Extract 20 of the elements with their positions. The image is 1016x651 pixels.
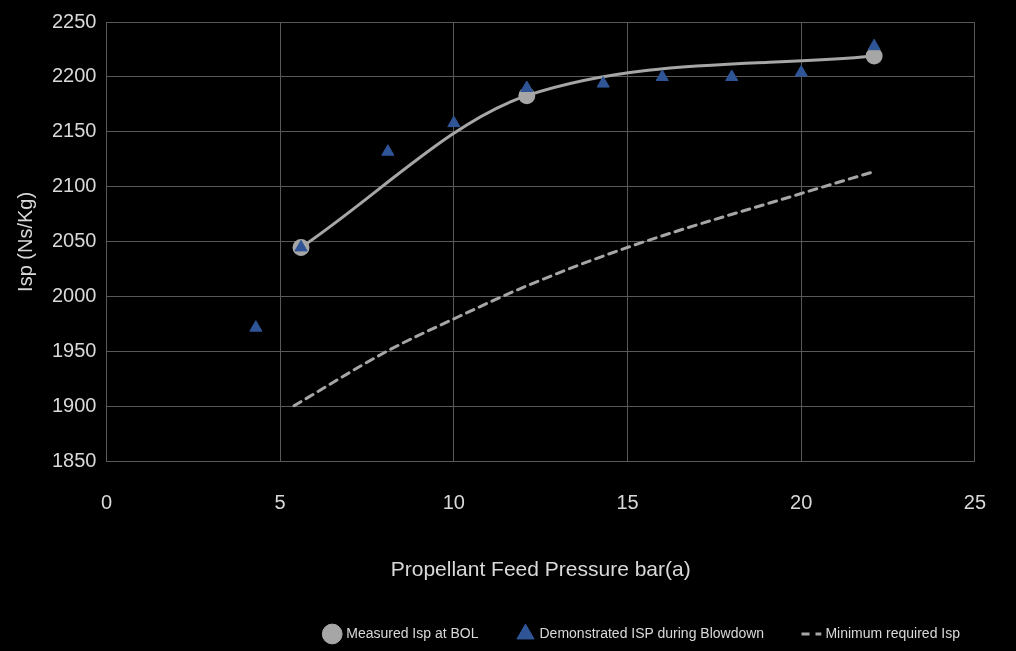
x-tick-label: 10 bbox=[442, 491, 465, 514]
y-tick-label: 1900 bbox=[51, 394, 97, 417]
legend-label: Minimum required Isp bbox=[825, 624, 961, 641]
y-tick-label: 2250 bbox=[51, 9, 97, 32]
y-tick-label: 2150 bbox=[51, 119, 97, 142]
y-tick-label: 2200 bbox=[51, 64, 97, 87]
x-tick-label: 20 bbox=[790, 491, 813, 514]
y-tick-label: 1950 bbox=[51, 339, 97, 362]
y-tick-label: 2100 bbox=[51, 174, 97, 197]
y-tick-label: 2000 bbox=[51, 284, 97, 307]
legend-label: Measured Isp at BOL bbox=[346, 624, 479, 641]
x-axis-title: Propellant Feed Pressure bar(a) bbox=[390, 557, 691, 581]
x-tick-label: 0 bbox=[100, 491, 113, 514]
y-tick-label: 2050 bbox=[51, 229, 97, 252]
legend-label: Demonstrated ISP during Blowdown bbox=[539, 624, 765, 641]
x-tick-label: 25 bbox=[963, 491, 986, 514]
x-tick-label: 15 bbox=[616, 491, 639, 514]
y-tick-label: 1850 bbox=[51, 449, 97, 472]
y-axis-title: Isp (Ns/Kg) bbox=[13, 191, 36, 292]
x-tick-label: 5 bbox=[274, 491, 286, 514]
